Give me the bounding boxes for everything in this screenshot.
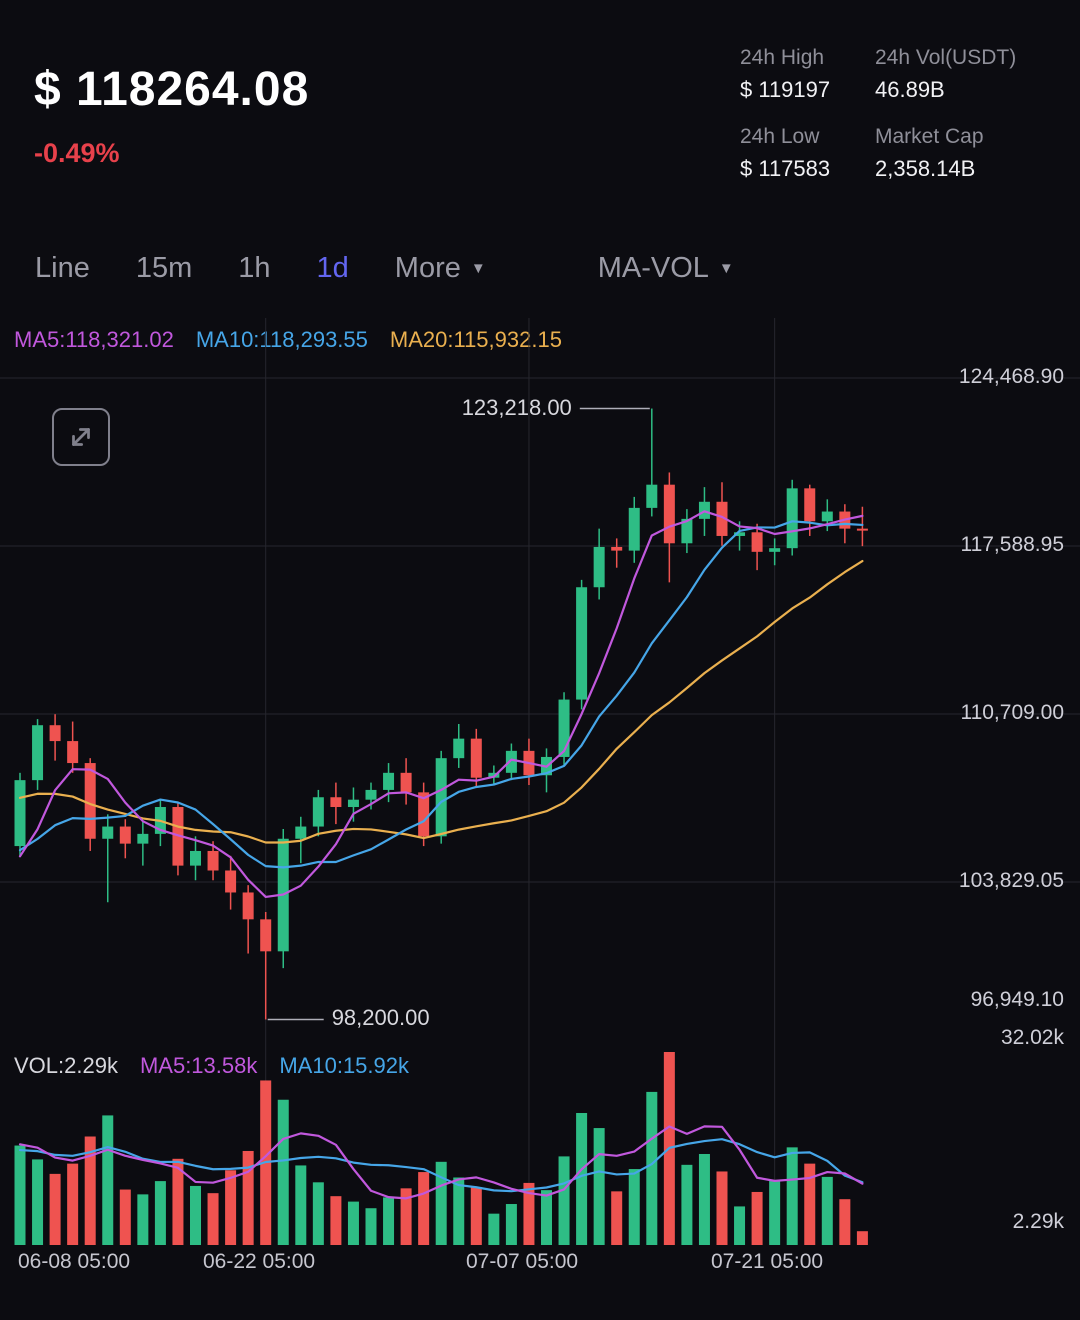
price-axis-label: 96,949.10 [970, 988, 1064, 1011]
tab-15m[interactable]: 15m [135, 252, 193, 284]
chart-toolbar: Line 15m 1h 1d More ▼ MA-VOL ▼ [35, 252, 734, 285]
stat-value: 2,358.14B [875, 156, 976, 181]
price-axis-label: 110,709.00 [960, 701, 1064, 724]
price-axis-label: 124,468.90 [958, 365, 1064, 388]
price-axis-label: 117,588.95 [960, 533, 1064, 556]
vol-current-legend: VOL:2.29k [14, 1053, 118, 1078]
stat-value: $ 117583 [740, 156, 831, 181]
stat-label: 24h Low [740, 125, 820, 148]
stat-24h-vol: 24h Vol(USDT) 46.89B [875, 46, 1075, 103]
vol-ma5-legend: MA5:13.58k [139, 1053, 258, 1078]
ma-indicator-legend: MA5:118,321.02 MA10:118,293.55 MA20:115,… [14, 327, 562, 353]
low-annotation: 98,200.00 [331, 1005, 430, 1031]
volume-axis-max-label: 32.02k [1000, 1026, 1064, 1049]
price-axis-label: 103,829.05 [958, 869, 1064, 892]
ma20-legend: MA20:115,932.15 [389, 327, 562, 352]
stat-value: 46.89B [875, 77, 945, 102]
expand-chart-button[interactable] [52, 408, 110, 466]
high-annotation: 123,218.00 [461, 394, 572, 420]
dropdown-more-label: More [394, 252, 461, 284]
tab-1d[interactable]: 1d [316, 252, 349, 284]
vol-ma10-legend: MA10:15.92k [279, 1053, 409, 1078]
date-axis-label: 06-08 05:00 [18, 1250, 131, 1273]
stat-value: $ 119197 [740, 77, 831, 102]
dropdown-more[interactable]: More ▼ [395, 252, 486, 285]
stat-24h-low: 24h Low $ 117583 [740, 125, 940, 182]
stat-label: 24h Vol(USDT) [875, 46, 1017, 69]
stat-24h-high: 24h High $ 119197 [740, 46, 940, 103]
ma10-legend: MA10:118,293.55 [195, 327, 368, 352]
stat-market-cap: Market Cap 2,358.14B [875, 125, 1075, 182]
dropdown-ma-vol[interactable]: MA-VOL ▼ [598, 252, 734, 285]
date-axis-label: 07-21 05:00 [711, 1250, 824, 1273]
caret-down-icon: ▼ [718, 260, 734, 277]
tab-line[interactable]: Line [35, 252, 90, 284]
dropdown-ma-vol-label: MA-VOL [597, 252, 709, 284]
stat-label: 24h High [740, 46, 825, 69]
ma5-legend: MA5:118,321.02 [14, 327, 174, 352]
tab-1h[interactable]: 1h [238, 252, 271, 284]
volume-indicator-legend: VOL:2.29k MA5:13.58k MA10:15.92k [14, 1053, 409, 1079]
expand-icon [72, 428, 90, 446]
date-axis-label: 07-07 05:00 [466, 1250, 579, 1273]
volume-axis-min-label: 2.29k [1012, 1210, 1064, 1233]
caret-down-icon: ▼ [470, 260, 486, 277]
stat-label: Market Cap [875, 125, 984, 148]
price-change-percent: -0.49% [34, 138, 120, 168]
current-price: $ 118264.08 [34, 63, 310, 116]
date-axis-label: 06-22 05:00 [203, 1250, 316, 1273]
